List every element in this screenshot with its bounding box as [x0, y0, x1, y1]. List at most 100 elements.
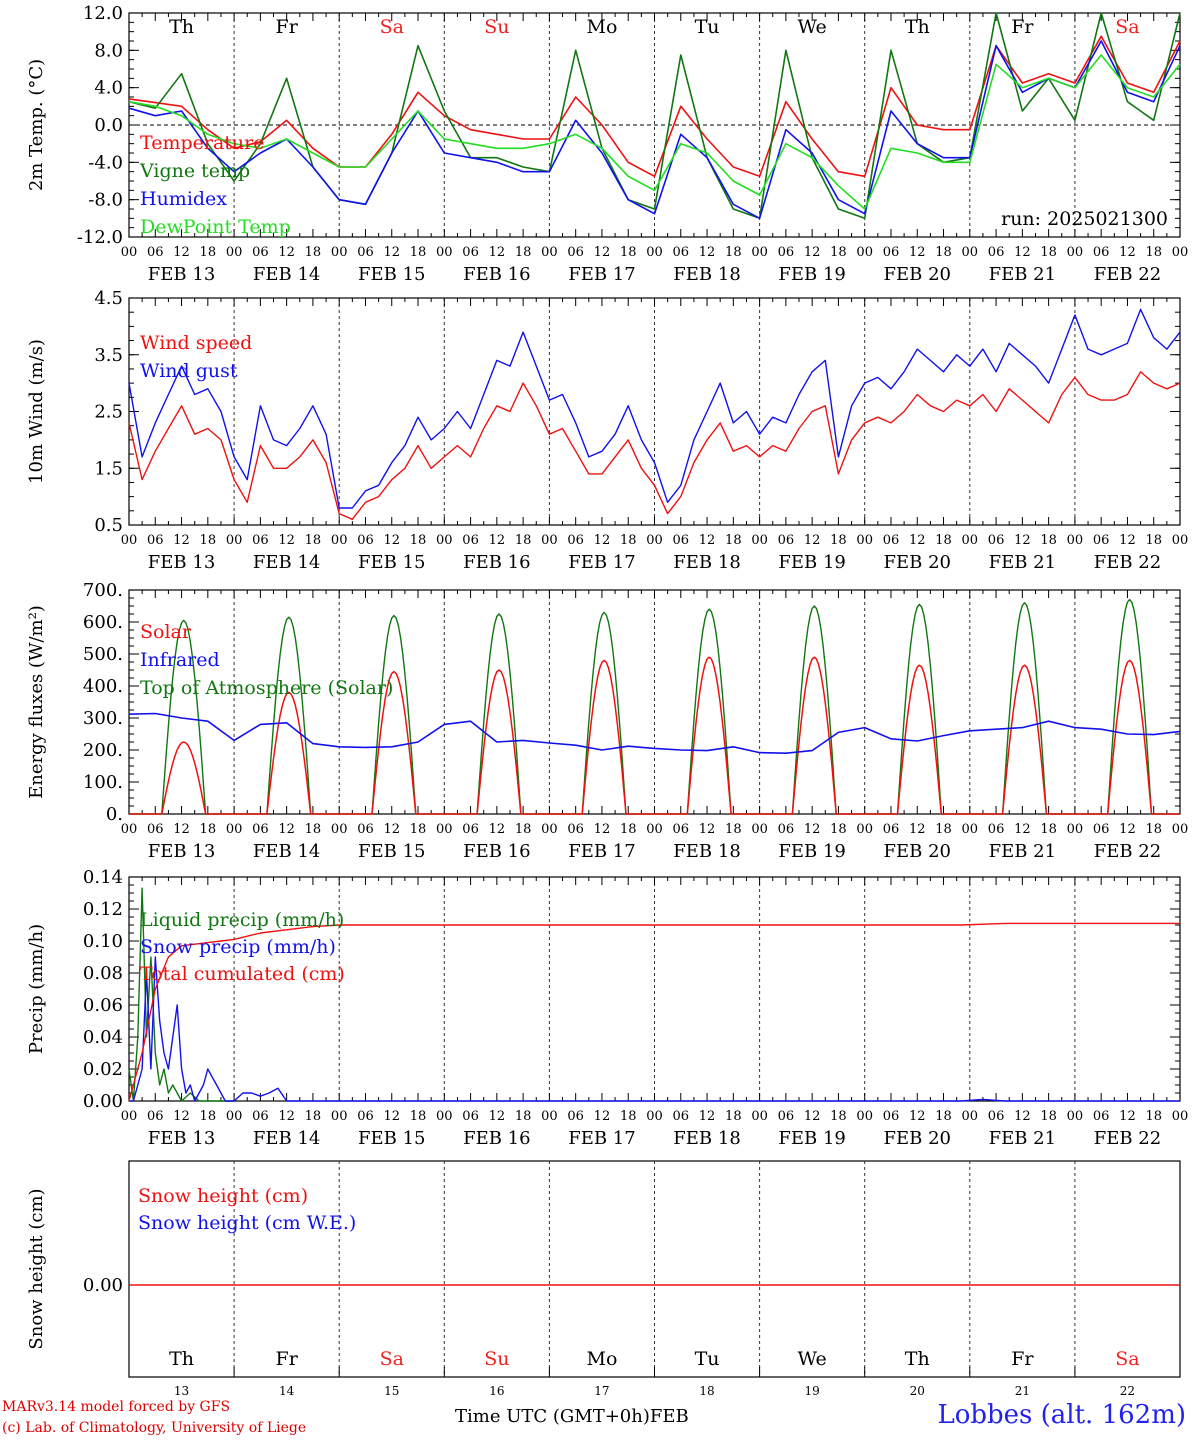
hour-tick-label: 06 — [988, 822, 1005, 837]
date-label: FEB 14 — [253, 552, 320, 573]
series-line-liquid-precip-mm-h- — [128, 887, 235, 1102]
hour-tick-label: 00 — [226, 822, 243, 837]
hour-tick-label: 12 — [909, 245, 926, 260]
hour-tick-label: 18 — [305, 822, 322, 837]
weekday-label: Tu — [695, 16, 720, 38]
hour-tick-label: 12 — [804, 533, 821, 548]
hour-tick-label: 00 — [856, 822, 873, 837]
date-label: FEB 17 — [568, 552, 635, 573]
y-tick-label: 0.06 — [83, 995, 123, 1016]
panel-frame-3 — [128, 589, 1181, 815]
hour-tick-label: 00 — [1172, 245, 1189, 260]
hour-tick-label: 12 — [489, 822, 506, 837]
hour-tick-label: 00 — [646, 1109, 663, 1124]
hour-tick-label: 12 — [383, 533, 400, 548]
y-tick-label: -12.0 — [77, 227, 123, 248]
hour-tick-label: 12 — [909, 822, 926, 837]
hour-tick-label: 12 — [278, 245, 295, 260]
series-line-wind-speed — [128, 371, 1181, 520]
series-line-humidex — [128, 40, 1181, 220]
y-tick-label: 0.00 — [83, 1091, 123, 1112]
hour-tick-label: 06 — [147, 245, 164, 260]
hour-tick-label: 06 — [778, 1109, 795, 1124]
y-tick-label: 200. — [83, 740, 123, 761]
hour-tick-label: 00 — [541, 822, 558, 837]
hour-tick-label: 00 — [436, 245, 453, 260]
date-label: FEB 13 — [148, 1128, 215, 1149]
weekday-label: Su — [484, 16, 509, 38]
date-label: FEB 15 — [358, 1128, 425, 1149]
hour-tick-label: 18 — [935, 822, 952, 837]
hour-tick-label: 12 — [383, 1109, 400, 1124]
hour-tick-label: 06 — [988, 533, 1005, 548]
weekday-label: Mo — [586, 1348, 617, 1370]
hour-tick-label: 18 — [1145, 245, 1162, 260]
legend-label: Temperature — [140, 132, 264, 154]
hour-tick-label: 00 — [541, 1109, 558, 1124]
y-axis-label: 10m Wind (m/s) — [26, 339, 47, 484]
hour-tick-label: 06 — [462, 1109, 479, 1124]
hour-tick-label: 06 — [778, 822, 795, 837]
hour-tick-label: 12 — [173, 245, 190, 260]
y-tick-label: 100. — [83, 772, 123, 793]
y-tick-label: 0.0 — [94, 115, 123, 136]
y-tick-label: 500. — [83, 644, 123, 665]
hour-tick-label: 00 — [962, 1109, 979, 1124]
y-tick-label: 0.00 — [83, 1275, 123, 1296]
hour-tick-label: 12 — [804, 245, 821, 260]
hour-tick-label: 12 — [1119, 1109, 1136, 1124]
hour-tick-label: 06 — [567, 533, 584, 548]
hour-tick-label: 18 — [1040, 245, 1057, 260]
x-axis-title: Time UTC (GMT+0h)FEB — [455, 1406, 689, 1427]
hour-tick-label: 00 — [226, 245, 243, 260]
weekday-label: Sa — [1115, 1348, 1139, 1370]
hour-tick-label: 18 — [200, 1109, 217, 1124]
legend-label: Wind speed — [140, 332, 252, 354]
date-label: FEB 18 — [673, 552, 740, 573]
y-tick-label: 0.12 — [83, 899, 123, 920]
hour-tick-label: 18 — [620, 533, 637, 548]
hour-tick-label: 18 — [200, 822, 217, 837]
hour-tick-label: 06 — [147, 533, 164, 548]
date-label: FEB 19 — [778, 264, 845, 285]
date-label: FEB 17 — [568, 841, 635, 862]
date-label: FEB 17 — [568, 1128, 635, 1149]
weekday-label: Fr — [276, 1348, 299, 1370]
date-label: FEB 15 — [358, 264, 425, 285]
hour-tick-label: 00 — [436, 533, 453, 548]
hour-tick-label: 06 — [988, 245, 1005, 260]
y-axis-label: Precip (mm/h) — [26, 924, 47, 1054]
hour-tick-label: 18 — [725, 245, 742, 260]
hour-tick-label: 00 — [1172, 533, 1189, 548]
date-label: FEB 15 — [358, 552, 425, 573]
hour-tick-label: 06 — [673, 533, 690, 548]
hour-tick-label: 00 — [751, 533, 768, 548]
y-tick-label: 8.0 — [94, 40, 123, 61]
date-label: FEB 14 — [253, 841, 320, 862]
hour-tick-label: 06 — [147, 1109, 164, 1124]
hour-tick-label: 00 — [962, 822, 979, 837]
date-label: FEB 18 — [673, 841, 740, 862]
hour-tick-label: 06 — [147, 822, 164, 837]
hour-tick-label: 12 — [909, 533, 926, 548]
hour-tick-label: 18 — [1145, 1109, 1162, 1124]
hour-tick-label: 18 — [1040, 1109, 1057, 1124]
y-tick-label: 0.10 — [83, 931, 123, 952]
y-axis-label: Snow height (cm) — [26, 1188, 47, 1349]
hour-tick-label: 06 — [673, 1109, 690, 1124]
hour-tick-label: 00 — [646, 245, 663, 260]
y-tick-label: 3.5 — [94, 345, 123, 366]
legend-label: Wind gust — [140, 360, 238, 382]
hour-tick-label: 06 — [1093, 533, 1110, 548]
hour-tick-label: 18 — [515, 245, 532, 260]
hour-tick-label: 18 — [1040, 533, 1057, 548]
day-number-label: 21 — [1015, 1384, 1030, 1398]
hour-tick-label: 06 — [567, 1109, 584, 1124]
hour-tick-label: 18 — [1145, 533, 1162, 548]
legend-label: Snow height (cm W.E.) — [138, 1212, 356, 1234]
hour-tick-label: 18 — [620, 1109, 637, 1124]
model-credit: MARv3.14 model forced by GFS — [2, 1399, 231, 1415]
hour-tick-label: 00 — [121, 1109, 138, 1124]
weekday-label: Th — [905, 16, 930, 38]
hour-tick-label: 06 — [357, 822, 374, 837]
